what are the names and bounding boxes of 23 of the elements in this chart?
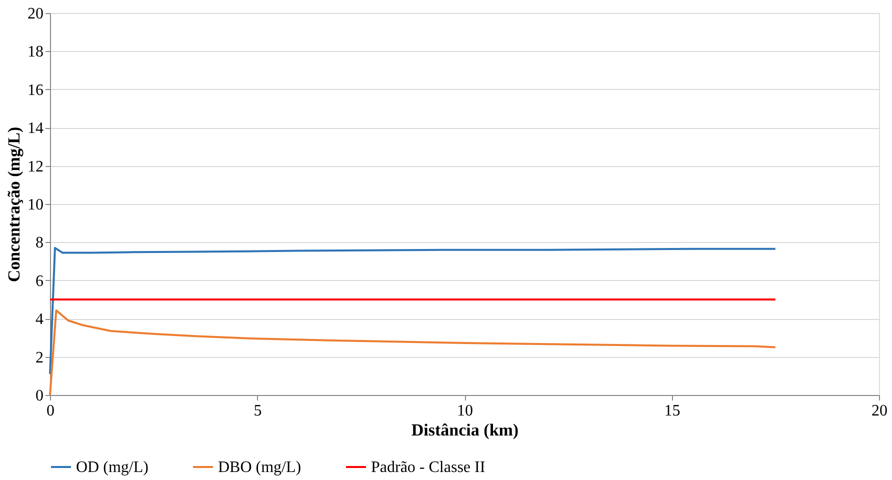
y-tick-label: 18 [28, 44, 44, 61]
x-tick-label: 10 [457, 402, 473, 420]
x-axis-title: Distância (km) [411, 420, 519, 440]
y-tick-label: 0 [36, 388, 44, 404]
y-tick-label: 8 [36, 234, 44, 252]
y-tick-label: 16 [28, 82, 44, 99]
x-tick-label: 20 [872, 402, 888, 420]
line-series [49, 246, 776, 375]
x-tick-label: 15 [664, 402, 680, 420]
line-series [49, 309, 776, 396]
y-tick-label: 6 [36, 272, 44, 290]
y-tick-label: 10 [28, 196, 44, 214]
legend-label: Padrão - Classe II [371, 459, 486, 476]
y-tick-label: 14 [28, 120, 44, 138]
y-tick-label: 20 [28, 6, 44, 22]
y-tick-label: 2 [36, 349, 44, 366]
y-axis-title: Concentração (mg/L) [4, 126, 24, 282]
y-tick-label: 12 [28, 158, 44, 176]
x-tick-label: 0 [46, 402, 54, 420]
legend-label: DBO (mg/L) [218, 459, 302, 476]
y-tick-label: 4 [36, 311, 44, 328]
x-tick-label: 5 [254, 402, 262, 420]
legend-label: OD (mg/L) [76, 459, 148, 476]
